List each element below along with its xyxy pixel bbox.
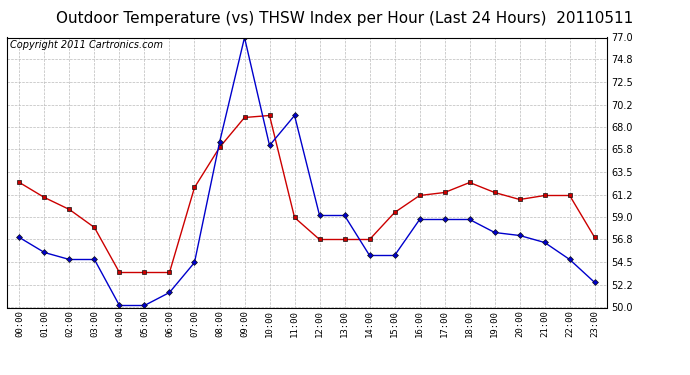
Text: Outdoor Temperature (vs) THSW Index per Hour (Last 24 Hours)  20110511: Outdoor Temperature (vs) THSW Index per … — [57, 11, 633, 26]
Text: Copyright 2011 Cartronics.com: Copyright 2011 Cartronics.com — [10, 40, 163, 50]
